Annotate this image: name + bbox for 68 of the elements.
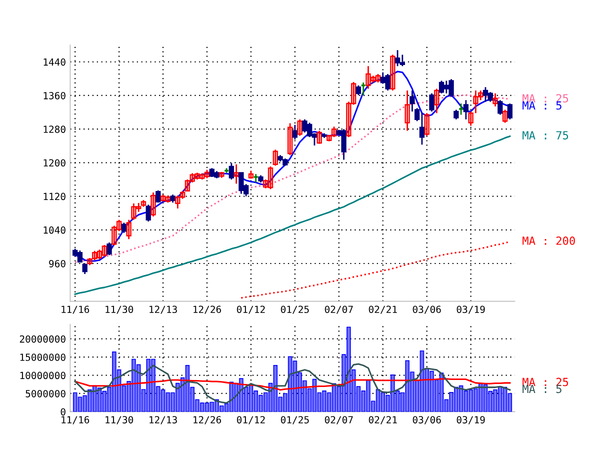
x-tick-label: 11/30 [106, 306, 134, 314]
line-series [240, 240, 511, 299]
x-tick-label: 01/12 [236, 306, 265, 314]
x-tick-label: 12/13 [150, 416, 177, 424]
candlestick [434, 88, 440, 114]
candlestick [272, 148, 278, 166]
x-tick-label: 02/21 [368, 416, 397, 424]
x-tick-label: 02/21 [368, 306, 397, 314]
series-label: MA : 75 [522, 131, 568, 140]
x-tick-label: 12/26 [194, 416, 222, 424]
y-tick-label: 1200 [44, 159, 66, 167]
candlestick [502, 109, 508, 124]
candlestick [106, 242, 112, 256]
y-tick-label: 1280 [44, 126, 66, 133]
candlestick [121, 222, 127, 234]
series-label: MA : 5 [522, 384, 562, 394]
y-tick-label: 1440 [44, 58, 66, 66]
y-tick-label: 1040 [44, 226, 66, 234]
candlestick [228, 162, 234, 180]
candlestick [126, 219, 132, 240]
candlestick [234, 164, 239, 184]
candlestick [507, 102, 512, 120]
y-tick-label: 1120 [44, 192, 66, 200]
candlestick [356, 84, 362, 96]
candlestick [292, 124, 298, 140]
candlestick [419, 112, 425, 146]
candlestick [316, 130, 322, 144]
line-series [74, 378, 511, 391]
candlestick [454, 109, 459, 120]
x-tick-label: 01/25 [280, 306, 309, 314]
candlestick [287, 122, 293, 156]
candlestick [404, 90, 410, 132]
line-series [74, 135, 511, 295]
series-label: MA : 200 [522, 236, 575, 245]
x-tick-label: 02/07 [324, 306, 353, 314]
y-tick-label: 15000000 [20, 354, 66, 361]
y-tick-label: 960 [49, 260, 66, 268]
candlestick [297, 118, 302, 136]
x-tick-label: 11/16 [62, 306, 90, 314]
x-tick-label: 11/30 [106, 416, 134, 424]
candlestick [429, 92, 434, 112]
candlestick [438, 80, 444, 94]
y-tick-label: 10000000 [20, 372, 66, 380]
x-tick-label: 03/06 [412, 306, 441, 314]
candlestick [498, 99, 503, 116]
x-tick-label: 03/06 [412, 416, 441, 424]
candlestick [492, 92, 498, 108]
y-tick-label: 1360 [44, 92, 66, 100]
x-tick-label: 12/13 [150, 306, 177, 314]
x-tick-label: 03/19 [456, 416, 485, 424]
y-tick-label: 20000000 [20, 335, 66, 343]
x-tick-label: 12/26 [194, 306, 222, 314]
x-tick-label: 11/16 [62, 416, 90, 424]
series-label: MA : 5 [522, 101, 562, 110]
y-tick-label: 0 [60, 408, 66, 416]
candlestick [150, 192, 156, 218]
candlestick [146, 204, 151, 222]
y-tick-label: 5000000 [26, 390, 66, 398]
x-tick-label: 01/25 [280, 416, 309, 424]
x-tick-label: 01/12 [236, 416, 265, 424]
candlestick [156, 190, 161, 204]
x-tick-label: 02/07 [324, 416, 353, 424]
line-series [74, 363, 511, 404]
candlestick [463, 99, 469, 120]
candlestick [458, 102, 464, 116]
x-tick-label: 03/19 [456, 306, 485, 314]
candlestick [390, 54, 396, 92]
candlestick [424, 112, 430, 136]
